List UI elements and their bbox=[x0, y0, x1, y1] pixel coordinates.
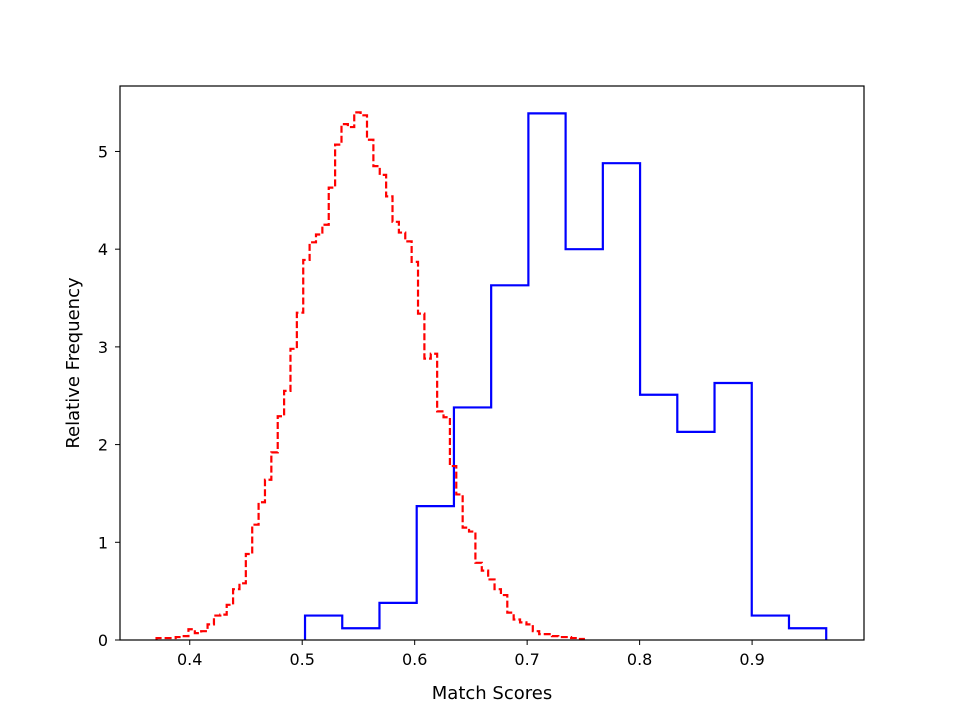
x-tick-label: 0.4 bbox=[177, 650, 202, 669]
x-tick-label: 0.8 bbox=[627, 650, 652, 669]
x-tick-label: 0.9 bbox=[739, 650, 764, 669]
y-tick-label: 0 bbox=[98, 631, 108, 650]
y-tick-label: 1 bbox=[98, 533, 108, 552]
y-axis-label: Relative Frequency bbox=[63, 277, 84, 449]
y-tick-label: 3 bbox=[98, 338, 108, 357]
y-tick-label: 5 bbox=[98, 142, 108, 161]
histogram-series-2 bbox=[155, 111, 585, 641]
x-tick-label: 0.7 bbox=[514, 650, 539, 669]
x-axis-label: Match Scores bbox=[432, 683, 552, 704]
x-tick-label: 0.5 bbox=[289, 650, 314, 669]
y-axis-ticks: 0 1 2 3 4 5 bbox=[98, 142, 120, 650]
x-tick-label: 0.6 bbox=[402, 650, 427, 669]
histogram-series-1 bbox=[303, 112, 828, 640]
x-axis-ticks: 0.4 0.5 0.6 0.7 0.8 0.9 bbox=[177, 640, 765, 669]
series-layer bbox=[155, 111, 828, 641]
plot-frame bbox=[119, 85, 865, 641]
y-tick-label: 2 bbox=[98, 436, 108, 455]
y-tick-label: 4 bbox=[98, 240, 108, 259]
